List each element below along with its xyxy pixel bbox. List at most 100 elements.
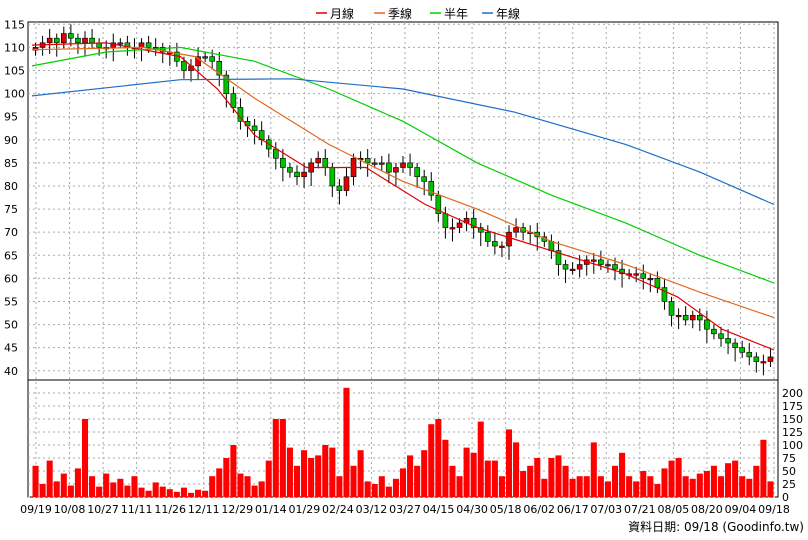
candle-body xyxy=(675,315,682,318)
volume-y-tick-label: 50 xyxy=(782,465,796,478)
volume-bar xyxy=(46,460,53,497)
volume-bar xyxy=(421,450,428,497)
candle-body xyxy=(68,33,74,39)
volume-bar xyxy=(350,465,357,497)
candle-body xyxy=(753,356,760,362)
candle-body xyxy=(548,241,555,251)
volume-bar xyxy=(732,460,739,497)
price-y-tick-label: 40 xyxy=(4,365,18,378)
candle-body xyxy=(605,264,611,267)
volume-bar xyxy=(710,465,717,497)
volume-bar xyxy=(279,419,286,497)
x-tick-label: 07/21 xyxy=(624,503,656,516)
volume-bar xyxy=(633,481,640,497)
moving-average-line xyxy=(31,46,775,319)
volume-bar xyxy=(442,439,449,497)
x-tick-label: 08/05 xyxy=(658,503,690,516)
x-tick-label: 10/08 xyxy=(54,503,86,516)
volume-bar xyxy=(626,476,633,497)
volume-bar xyxy=(703,471,710,497)
volume-bar xyxy=(195,489,202,497)
x-tick-label: 07/03 xyxy=(590,503,622,516)
volume-bar xyxy=(569,478,576,497)
candle-body xyxy=(301,171,307,178)
x-tick-label: 06/17 xyxy=(557,503,589,516)
price-y-tick-label: 50 xyxy=(4,319,18,332)
price-y-tick-label: 80 xyxy=(4,180,18,193)
volume-bar xyxy=(767,481,774,497)
volume-bar xyxy=(96,486,103,497)
volume-bar xyxy=(463,447,470,497)
volume-bar xyxy=(583,476,590,497)
volume-bar xyxy=(760,439,767,497)
x-axis: 09/19 10/08 10/27 11/11 11/26 12/11 12/29 01/14… xyxy=(20,503,790,516)
candle-body xyxy=(223,74,230,94)
volume-bar xyxy=(696,473,703,497)
volume-bar xyxy=(590,442,597,497)
price-y-tick-label: 85 xyxy=(4,157,18,170)
legend-label: 季線 xyxy=(388,6,412,21)
moving-average-line xyxy=(31,46,775,284)
candle-body xyxy=(371,162,378,165)
candle-body xyxy=(513,227,519,233)
volume-bar xyxy=(138,487,145,497)
candle-body xyxy=(75,37,81,44)
volume-bar xyxy=(385,486,392,497)
candle-body xyxy=(732,342,738,348)
candle-body xyxy=(216,60,223,76)
volume-bar xyxy=(131,476,138,497)
volume-bar xyxy=(576,476,583,497)
volume-bar xyxy=(223,458,230,497)
candle-body xyxy=(53,37,60,44)
candle-body xyxy=(195,56,201,67)
volume-bar xyxy=(343,387,350,497)
candle-body xyxy=(82,37,88,44)
candle-body xyxy=(421,176,428,182)
volume-bar xyxy=(604,481,611,497)
volume-bar xyxy=(329,447,336,497)
volume-y-tick-label: 100 xyxy=(782,439,803,452)
x-tick-label: 06/02 xyxy=(523,503,555,516)
volume-bar xyxy=(110,482,117,497)
candle-body xyxy=(414,167,420,178)
price-y-tick-label: 100 xyxy=(4,88,25,101)
candle-body xyxy=(711,328,717,335)
volume-bar xyxy=(301,450,308,497)
price-y-tick-label: 115 xyxy=(4,18,25,31)
volume-bar xyxy=(548,458,555,497)
candle-body xyxy=(689,315,696,321)
volume-bar xyxy=(491,460,498,497)
volume-bar xyxy=(315,455,322,497)
volume-bar xyxy=(60,473,67,497)
legend: 月線 季線 半年 年線 xyxy=(316,6,520,21)
volume-bar xyxy=(392,478,399,497)
volume-bar xyxy=(654,484,661,497)
volume-bar xyxy=(357,450,364,497)
candle-body xyxy=(767,356,774,362)
candle-body xyxy=(138,42,145,48)
volume-y-tick-label: 75 xyxy=(782,452,796,465)
candle-body xyxy=(386,162,392,173)
x-tick-label: 11/26 xyxy=(154,503,186,516)
candle-body xyxy=(407,162,413,168)
candle-body xyxy=(612,264,618,270)
price-y-tick-label: 65 xyxy=(4,249,18,262)
volume-bar xyxy=(364,481,371,497)
price-y-tick-label: 70 xyxy=(4,226,18,239)
volume-bar xyxy=(647,476,654,497)
x-tick-label: 04/15 xyxy=(423,503,455,516)
volume-bar xyxy=(399,468,407,497)
candle-body xyxy=(202,56,208,59)
price-y-tick-label: 45 xyxy=(4,342,18,355)
volume-bar xyxy=(435,419,442,497)
volume-bar xyxy=(173,491,180,497)
candle-body xyxy=(294,171,300,178)
moving-average-line xyxy=(31,42,775,351)
price-y-tick-label: 105 xyxy=(4,65,25,78)
volume-bar xyxy=(258,481,265,497)
x-tick-label: 03/27 xyxy=(389,503,421,516)
candle-body xyxy=(400,162,406,168)
volume-bar xyxy=(152,482,159,497)
volume-bar xyxy=(456,476,463,497)
